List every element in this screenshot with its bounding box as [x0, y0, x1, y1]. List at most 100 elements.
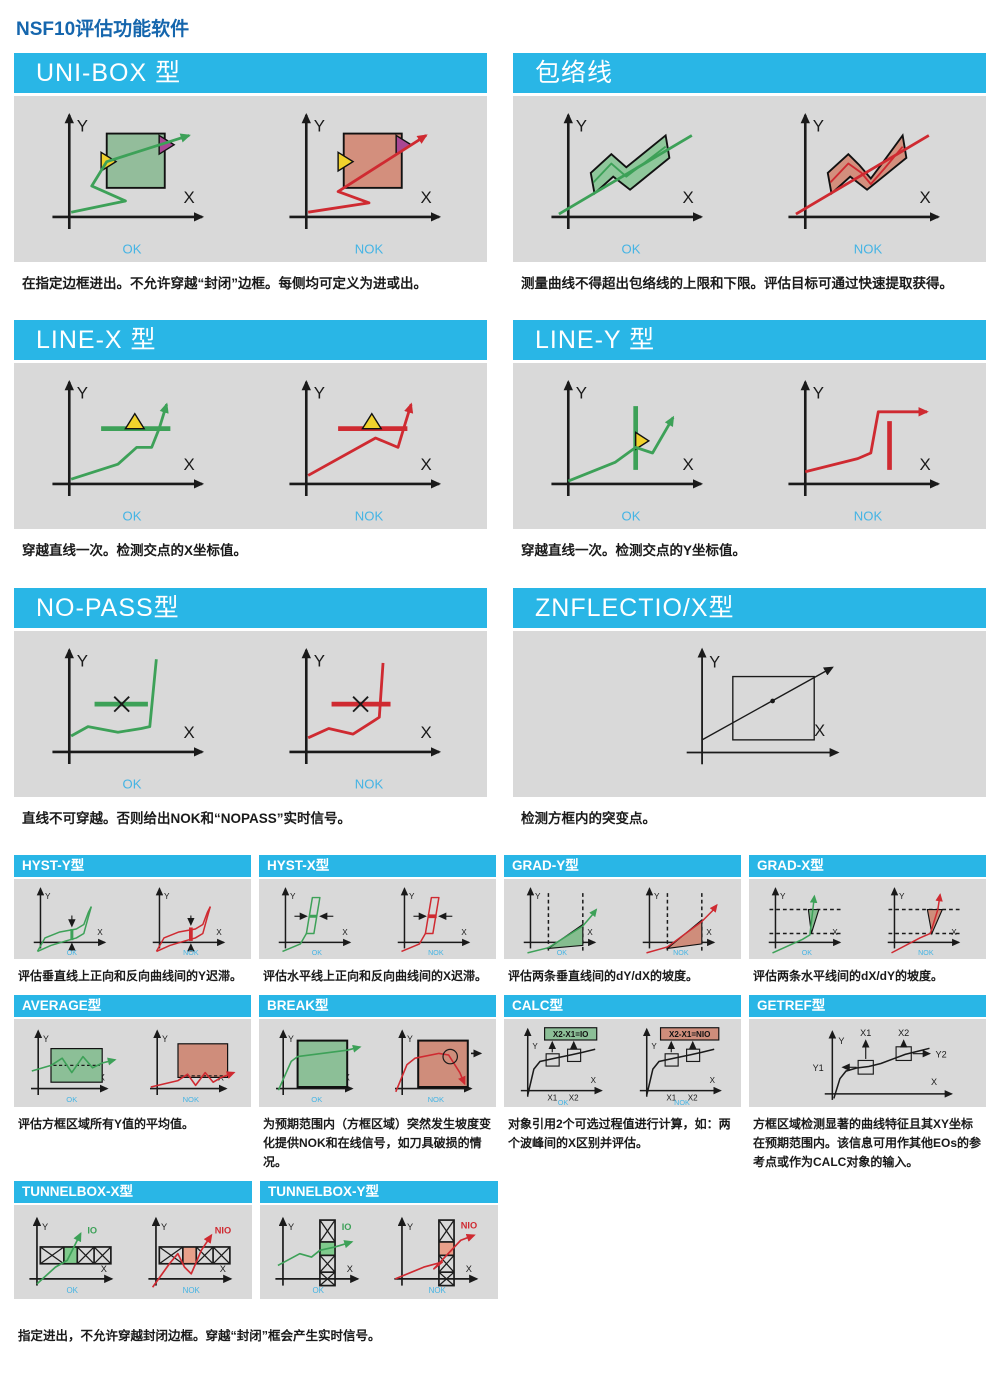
x-axis-label: X — [184, 455, 195, 474]
nok-label: NOK — [674, 1099, 690, 1107]
nok-curve — [307, 662, 385, 739]
nok-curve — [394, 1052, 466, 1093]
forward-curve — [37, 906, 93, 953]
nok-label: NOK — [428, 949, 444, 956]
entry-triangle-icon — [337, 151, 355, 173]
nopass-title: NO-PASS型 — [36, 593, 180, 622]
envelope-caption: 测量曲线不得超出包络线的上限和下限。评估目标可通过快速提取获得。 — [521, 276, 953, 291]
y-axis-label: Y — [407, 1222, 413, 1232]
nio-label: NIO — [461, 1221, 477, 1231]
ok-label: OK — [123, 241, 142, 256]
y-axis-label: Y — [409, 892, 415, 901]
ok-label: OK — [67, 1096, 78, 1104]
x1-label: X1 — [548, 1094, 558, 1103]
nok-label: NOK — [355, 776, 384, 791]
peak-box-2 — [685, 1048, 700, 1063]
marker-triangle-icon — [360, 412, 383, 430]
blocked-cell-cross-icon — [319, 1255, 336, 1273]
gradx-ok-diagram: Y X OK — [768, 887, 844, 956]
y-axis-label: Y — [290, 892, 296, 901]
tunnely-body: Y X IO OK — [260, 1205, 498, 1300]
x-axis-label: X — [461, 928, 467, 937]
tunnely-nok-diagram: Y X NIO NOK — [394, 1216, 479, 1294]
average-caption: 评估方框区域所有Y值的平均值。 — [18, 1117, 195, 1132]
y-axis-label: Y — [813, 117, 824, 136]
ok-curve — [558, 134, 693, 216]
nok-curve — [307, 134, 428, 214]
gradx-nok-diagram: Y X NOK — [887, 887, 962, 956]
panel-grady: GRAD-Y型 Y X OK Y X — [504, 854, 741, 986]
x-axis-label: X — [683, 188, 694, 207]
curve — [701, 666, 834, 740]
hystx-body: Y X OK Y X — [259, 878, 496, 959]
ok-curve — [36, 1232, 82, 1285]
nok-label: NOK — [355, 509, 384, 524]
tunnely-header: TUNNELBOX-Y型 — [260, 1181, 498, 1204]
y-axis-label: Y — [77, 651, 88, 670]
calc-title: CALC型 — [512, 998, 563, 1014]
panel-unibox: UNI-BOX 型 Y X OK Y X — [14, 53, 487, 294]
nok-label: NOK — [854, 241, 883, 256]
calc-caption: 对象引用2个可选过程值进行计算，如：两个波峰间的X区别并评估。 — [508, 1117, 731, 1150]
marker-triangle-icon — [635, 431, 651, 451]
feature-box-1 — [857, 1059, 874, 1075]
nok-curve — [646, 904, 718, 954]
x-axis-label: X — [420, 455, 431, 474]
grady-ok-diagram: Y X OK — [523, 887, 598, 956]
curve — [832, 1047, 930, 1099]
x-axis-label: X — [343, 928, 349, 937]
znflectio-caption: 检测方框内的突变点。 — [521, 810, 656, 826]
y-axis-label: Y — [535, 892, 541, 901]
liney-ok-diagram: Y X OK — [551, 380, 704, 524]
nok-label: NOK — [182, 1096, 198, 1104]
inflection-point — [769, 698, 775, 703]
ok-label: OK — [123, 509, 142, 524]
tunnely-title: TUNNELBOX-Y型 — [268, 1184, 379, 1200]
getref-caption: 方框区域检测显著的曲线特征且其XY坐标在预期范围内。该信息可用作其他EOs的参考… — [753, 1117, 982, 1169]
break-header: BREAK型 — [259, 995, 496, 1018]
ok-label: OK — [67, 949, 78, 956]
panel-znflectio: ZNFLECTIO/X型 Y X 检测方框内的突变点。 — [513, 587, 986, 829]
envelope-ok-diagram: Y X OK — [551, 112, 704, 256]
tunnel-bar — [39, 1246, 112, 1265]
y-axis-label: Y — [288, 1222, 294, 1232]
break-title: BREAK型 — [267, 998, 329, 1014]
x-axis-label: X — [951, 928, 957, 937]
y-axis-label: Y — [43, 1035, 49, 1045]
nok-label: NOK — [673, 949, 689, 956]
envelope-band — [826, 133, 908, 196]
tunnel-bar — [158, 1246, 231, 1265]
envelope-band — [589, 133, 671, 196]
x2-label: X2 — [688, 1094, 698, 1103]
ok-curve — [70, 402, 169, 481]
hysteresis-loop — [305, 897, 321, 935]
io-label: IO — [87, 1226, 97, 1236]
break-body: Y X OK Y X NOK — [259, 1019, 496, 1108]
getref-header: GETREF型 — [749, 995, 986, 1018]
y-axis-label: Y — [161, 1222, 167, 1232]
nopass-caption: 直线不可穿越。否则给出NOK和“NOPASS”实时信号。 — [22, 810, 352, 826]
hystx-ok-diagram: Y X OK — [278, 887, 352, 956]
x2-label: X2 — [569, 1094, 579, 1103]
znflectio-diagram: Y X — [686, 647, 840, 764]
unibox-title: UNI-BOX 型 — [36, 59, 182, 87]
hysty-title: HYST-Y型 — [22, 857, 85, 873]
blocked-cell-cross-icon — [438, 1271, 455, 1287]
gradx-body: Y X OK Y X NOK — [749, 878, 986, 959]
lead-in-curve — [400, 933, 426, 953]
nok-label: NOK — [427, 1096, 443, 1104]
znflectio-title: ZNFLECTIO/X型 — [535, 593, 735, 622]
row-1: UNI-BOX 型 Y X OK Y X — [14, 53, 986, 294]
liney-caption: 穿越直线一次。检测交点的Y坐标值。 — [521, 543, 747, 559]
panel-tunnelx: TUNNELBOX-X型 Y X — [14, 1181, 252, 1300]
y-axis-label: Y — [162, 1035, 168, 1045]
znflectio-body: Y X — [513, 630, 986, 797]
x-axis-label: X — [919, 455, 930, 474]
hysty-caption: 评估垂直线上正向和反向曲线间的Y迟滞。 — [18, 968, 243, 983]
x1-label: X1 — [666, 1094, 676, 1103]
y-axis-label: Y — [314, 384, 325, 403]
nok-curve — [794, 134, 930, 216]
row-4: HYST-Y型 Y X OK Y — [14, 854, 986, 986]
x-axis-label: X — [420, 188, 431, 207]
nok-label: NOK — [183, 949, 199, 956]
